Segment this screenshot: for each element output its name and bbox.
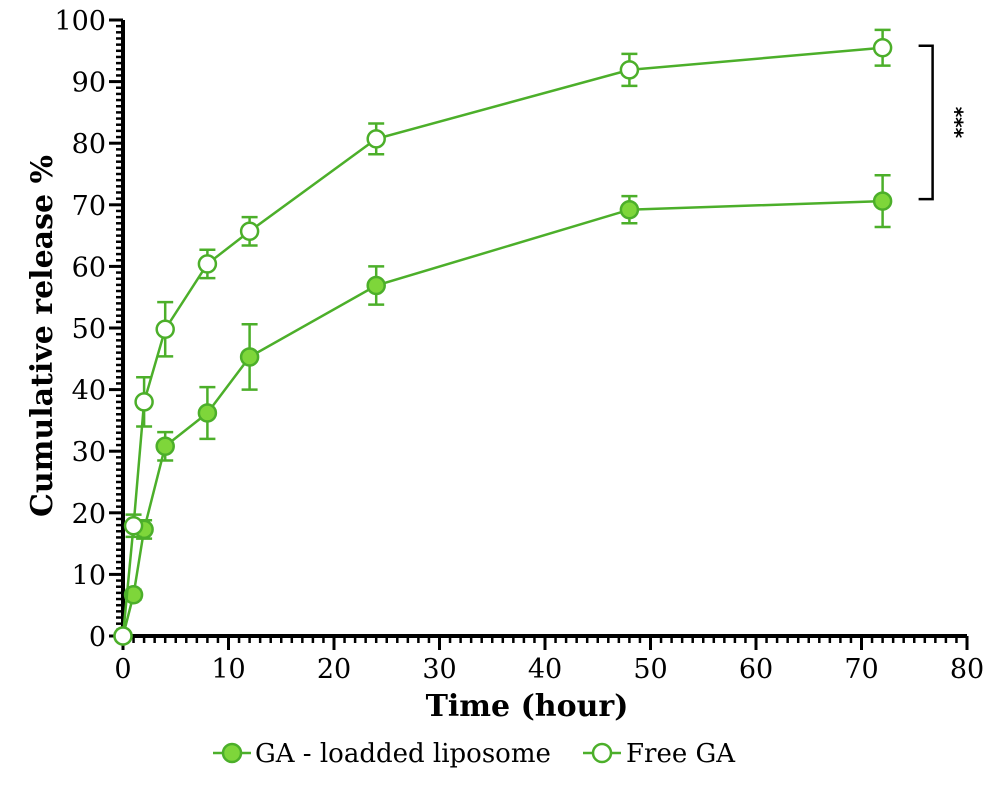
data-point	[155, 436, 175, 457]
data-point	[197, 403, 218, 423]
significance-label: ***	[944, 107, 968, 139]
data-point	[123, 584, 144, 605]
significance-bracket-line	[918, 44, 934, 201]
minor-ticks	[116, 24, 958, 643]
y-tick-label: 30	[72, 437, 106, 468]
data-point	[155, 319, 175, 339]
x-tick-label: 40	[528, 654, 562, 685]
legend-label-liposome: GA - loadded liposome	[255, 739, 551, 769]
x-tick-label: 30	[422, 654, 456, 685]
x-tick-label: 0	[114, 654, 131, 685]
y-ticks: 0 10 20 30 40 50 60 70 80 90 100	[54, 6, 123, 653]
series-line	[121, 46, 883, 637]
series-liposome	[113, 173, 893, 646]
data-point	[197, 254, 218, 274]
y-tick-label: 90	[72, 68, 106, 99]
data-point	[123, 515, 144, 536]
series-free-ga	[113, 28, 893, 646]
y-tick-label: 60	[72, 252, 106, 283]
x-tick-label: 50	[633, 654, 667, 685]
legend-marker-free-ga	[591, 742, 613, 764]
data-point	[366, 275, 386, 296]
x-tick-label: 60	[739, 654, 773, 685]
y-tick-label: 40	[72, 376, 106, 407]
significance-bracket: ***	[918, 44, 968, 201]
x-tick-label: 20	[317, 654, 351, 685]
x-tick-label: 70	[844, 654, 878, 685]
data-point	[239, 221, 260, 242]
data-point	[619, 60, 640, 80]
series-layer	[113, 28, 893, 646]
y-tick-label: 100	[54, 6, 106, 37]
y-tick-label: 80	[72, 129, 106, 160]
legend-item-liposome: GA - loadded liposome	[213, 739, 551, 769]
data-point	[619, 199, 640, 220]
legend: GA - loadded liposome Free GA	[213, 739, 736, 769]
series-line	[121, 199, 883, 637]
x-ticks: 0 10 20 30 40 50 60 70 80	[114, 636, 984, 685]
y-tick-label: 70	[72, 191, 106, 222]
data-point	[239, 347, 260, 367]
y-tick-label: 10	[72, 560, 106, 591]
legend-label-free-ga: Free GA	[626, 739, 736, 769]
data-point	[366, 129, 386, 149]
data-point	[113, 626, 133, 646]
y-axis-title: Cumulative release %	[25, 155, 60, 517]
y-tick-label: 20	[72, 499, 106, 530]
y-tick-label: 0	[89, 622, 106, 653]
data-point	[872, 37, 893, 58]
data-point	[872, 191, 893, 211]
data-point	[134, 392, 154, 412]
axes	[121, 20, 967, 638]
x-axis-title: Time (hour)	[426, 689, 629, 724]
legend-marker-liposome	[221, 742, 243, 764]
x-tick-label: 10	[211, 654, 245, 685]
x-tick-label: 80	[950, 654, 984, 685]
legend-item-free-ga: Free GA	[583, 739, 736, 769]
y-tick-label: 50	[72, 314, 106, 345]
